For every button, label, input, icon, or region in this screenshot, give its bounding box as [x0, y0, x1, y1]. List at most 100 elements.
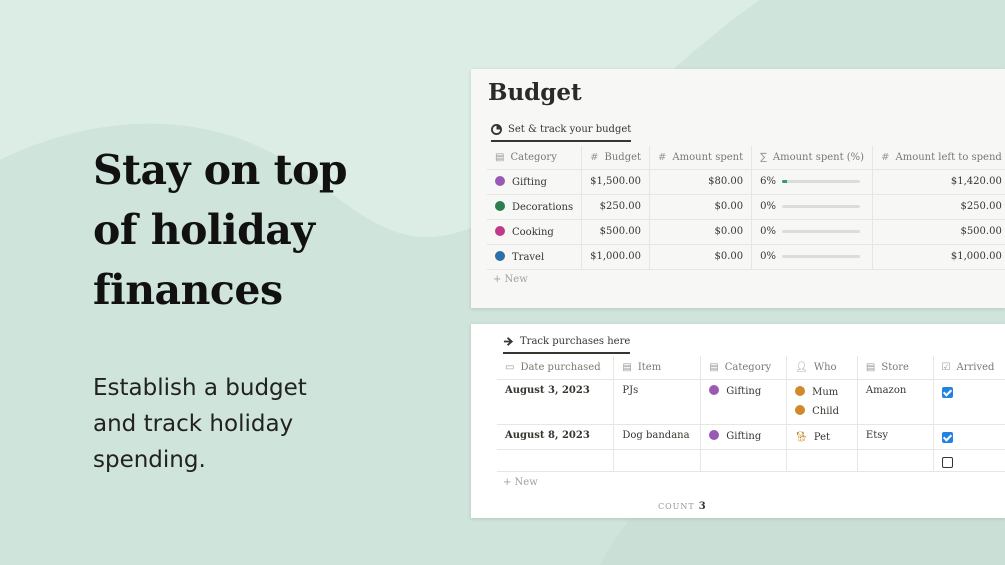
- progress-bar: [782, 205, 861, 208]
- column-header-amount-left[interactable]: # Amount left to spend: [872, 146, 1005, 170]
- cell-category[interactable]: Gifting: [700, 424, 788, 450]
- category-dot-icon: [495, 225, 505, 236]
- hero-subtitle: Establish a budget and track holiday spe…: [93, 370, 343, 478]
- cell-budget[interactable]: $1,000.00: [581, 244, 651, 270]
- hash-icon: #: [658, 151, 667, 163]
- cell-category[interactable]: Cooking: [487, 219, 583, 245]
- column-header-arrived[interactable]: ☑ Arrived: [933, 356, 1005, 380]
- column-header-budget[interactable]: # Budget: [581, 146, 651, 170]
- count-label: COUNT: [658, 502, 695, 511]
- hero-title-line: of holiday: [93, 206, 315, 254]
- who-tag: 🐕︎ Pet: [795, 431, 831, 443]
- database-icon: ▤: [622, 361, 632, 373]
- new-row-button[interactable]: + New: [493, 274, 528, 285]
- chart-pie-icon: [491, 124, 502, 135]
- cell-arrived[interactable]: [933, 449, 1005, 472]
- cell-arrived[interactable]: [933, 379, 1005, 425]
- cell-amount-spent[interactable]: $80.00: [649, 169, 753, 195]
- count-value: 3: [698, 501, 706, 512]
- column-header-who[interactable]: 👤︎ Who: [786, 356, 858, 380]
- table-row[interactable]: [497, 449, 1005, 472]
- table-row[interactable]: August 3, 2023 PJs Gifting Mum Child Amazon: [497, 379, 1005, 425]
- page-title: Budget: [488, 79, 582, 106]
- person-dot-icon: [795, 385, 806, 396]
- tab-purchases-view[interactable]: Track purchases here: [503, 336, 631, 354]
- cell-amount-left: $250.00: [872, 194, 1005, 220]
- person-dot-icon: [795, 404, 806, 415]
- arrived-checkbox[interactable]: [941, 431, 953, 443]
- progress-bar: [782, 255, 861, 258]
- cell-amount-left: $1,000.00: [872, 244, 1005, 270]
- cell-who[interactable]: Mum Child: [786, 379, 858, 425]
- budget-table: ▤ Category # Budget # Amount spent ∑ Amount …: [487, 146, 1005, 270]
- hero-title: Stay on top of holiday finances: [93, 140, 433, 320]
- cell-who[interactable]: [786, 449, 858, 472]
- cell-date[interactable]: August 3, 2023: [497, 379, 615, 425]
- store-icon: ▤: [865, 361, 876, 373]
- database-icon: ▤: [709, 361, 719, 373]
- hero-title-line: finances: [93, 266, 283, 314]
- column-header-amount-spent-pct[interactable]: ∑ Amount spent (%): [751, 146, 874, 170]
- cell-date[interactable]: [497, 449, 615, 472]
- cell-who[interactable]: 🐕︎ Pet: [786, 424, 858, 450]
- table-row[interactable]: Gifting $1,500.00 $80.00 6% $1,420.00: [487, 169, 1005, 195]
- cell-store[interactable]: [857, 449, 934, 472]
- cell-item[interactable]: [613, 449, 702, 472]
- column-header-item[interactable]: ▤ Item: [613, 356, 702, 380]
- cell-category[interactable]: Decorations: [487, 194, 583, 220]
- cell-amount-spent[interactable]: $0.00: [649, 244, 753, 270]
- hash-icon: #: [881, 151, 890, 163]
- progress-bar-fill: [782, 180, 787, 183]
- arrived-checkbox[interactable]: [941, 456, 953, 468]
- hero-title-line: Stay on top: [93, 146, 348, 194]
- calendar-icon: ▭: [505, 361, 515, 373]
- cell-amount-spent[interactable]: $0.00: [649, 219, 753, 245]
- new-row-button[interactable]: + New: [503, 477, 538, 488]
- cell-amount-spent-pct: 0%: [751, 219, 874, 245]
- progress-bar: [782, 180, 861, 183]
- cell-budget[interactable]: $250.00: [581, 194, 651, 220]
- table-row[interactable]: August 8, 2023 Dog bandana Gifting 🐕︎ Pet Ets…: [497, 424, 1005, 450]
- column-header-category[interactable]: ▤ Category: [487, 146, 583, 170]
- cell-amount-spent[interactable]: $0.00: [649, 194, 753, 220]
- cell-category[interactable]: Travel: [487, 244, 583, 270]
- database-icon: ▤: [495, 151, 505, 163]
- cell-budget[interactable]: $500.00: [581, 219, 651, 245]
- cell-budget[interactable]: $1,500.00: [581, 169, 651, 195]
- tab-budget-view[interactable]: Set & track your budget: [491, 124, 632, 142]
- category-dot-icon: [495, 250, 505, 261]
- arrow-right-icon: [503, 337, 514, 346]
- tab-label: Set & track your budget: [508, 124, 632, 135]
- cell-item[interactable]: Dog bandana: [613, 424, 702, 450]
- cell-category[interactable]: Gifting: [487, 169, 583, 195]
- category-dot-icon: [495, 200, 505, 211]
- progress-bar: [782, 230, 861, 233]
- cell-category[interactable]: Gifting: [700, 379, 788, 425]
- column-header-store[interactable]: ▤ Store: [857, 356, 934, 380]
- cell-amount-left: $500.00: [872, 219, 1005, 245]
- cell-store[interactable]: Amazon: [857, 379, 934, 425]
- cell-amount-spent-pct: 0%: [751, 194, 874, 220]
- table-row[interactable]: Cooking $500.00 $0.00 0% $500.00: [487, 219, 1005, 245]
- cell-date[interactable]: August 8, 2023: [497, 424, 615, 450]
- cell-store[interactable]: Etsy: [857, 424, 934, 450]
- purchases-card: Track purchases here ▭ Date purchased ▤ It…: [471, 324, 1005, 518]
- cell-category[interactable]: [700, 449, 788, 472]
- cell-item[interactable]: PJs: [613, 379, 702, 425]
- column-header-amount-spent[interactable]: # Amount spent: [649, 146, 753, 170]
- dog-icon: 🐕︎: [795, 431, 808, 443]
- category-dot-icon: [709, 429, 720, 440]
- table-row[interactable]: Travel $1,000.00 $0.00 0% $1,000.00: [487, 244, 1005, 270]
- table-row[interactable]: Decorations $250.00 $0.00 0% $250.00: [487, 194, 1005, 220]
- column-header-category[interactable]: ▤ Category: [700, 356, 788, 380]
- column-header-date[interactable]: ▭ Date purchased: [497, 356, 615, 380]
- cell-amount-left: $1,420.00: [872, 169, 1005, 195]
- category-dot-icon: [495, 175, 505, 186]
- category-dot-icon: [709, 384, 720, 395]
- purchases-table: ▭ Date purchased ▤ Item ▤ Category 👤︎ Who ▤ S…: [497, 356, 1005, 472]
- arrived-checkbox[interactable]: [941, 386, 953, 398]
- cell-arrived[interactable]: [933, 424, 1005, 450]
- person-icon: 👤︎: [795, 361, 808, 373]
- count-summary: COUNT 3: [658, 501, 706, 512]
- who-tag: Child: [795, 402, 849, 421]
